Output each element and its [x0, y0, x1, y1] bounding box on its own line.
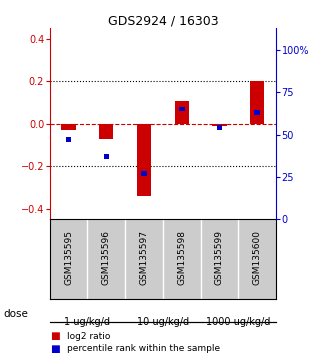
Text: GSM135598: GSM135598 — [177, 230, 186, 285]
Title: GDS2924 / 16303: GDS2924 / 16303 — [108, 14, 218, 27]
Text: 1000 ug/kg/d: 1000 ug/kg/d — [206, 317, 271, 327]
Text: GSM135599: GSM135599 — [215, 230, 224, 285]
Bar — [217, 125, 222, 130]
Text: ■: ■ — [50, 344, 59, 354]
Bar — [137, 124, 151, 196]
Text: dose: dose — [3, 309, 28, 319]
Text: GSM135597: GSM135597 — [140, 230, 149, 285]
Text: log2 ratio: log2 ratio — [67, 332, 111, 341]
Bar — [99, 124, 114, 139]
Text: GSM135600: GSM135600 — [253, 230, 262, 285]
Bar — [61, 124, 76, 130]
Text: 10 ug/kg/d: 10 ug/kg/d — [137, 317, 189, 327]
Bar — [141, 171, 147, 176]
Bar — [175, 101, 189, 124]
Bar — [179, 107, 185, 112]
Text: percentile rank within the sample: percentile rank within the sample — [67, 344, 221, 353]
Bar — [254, 110, 260, 115]
Bar — [212, 124, 227, 126]
Text: ■: ■ — [50, 331, 59, 341]
Text: GSM135595: GSM135595 — [64, 230, 73, 285]
Text: 1 ug/kg/d: 1 ug/kg/d — [65, 317, 110, 327]
Bar — [103, 154, 109, 159]
Bar — [66, 137, 72, 142]
Bar — [250, 81, 265, 124]
Text: GSM135596: GSM135596 — [102, 230, 111, 285]
